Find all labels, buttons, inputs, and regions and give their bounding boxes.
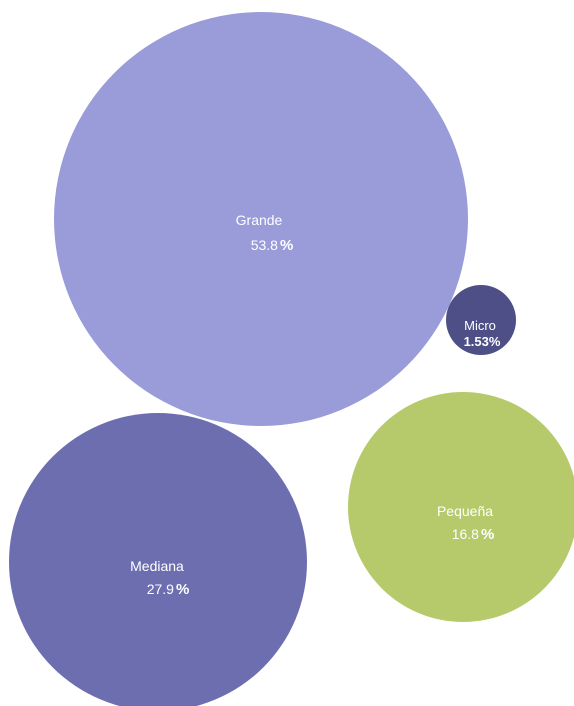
bubble-micro[interactable]: Micro 1.53% xyxy=(446,285,516,355)
bubble-label-mediana: Mediana xyxy=(130,558,184,574)
bubble-label-grande: Grande xyxy=(236,212,283,228)
bubble-value-pequena: 16.8% xyxy=(452,526,495,543)
bubble-label-pequena: Pequeña xyxy=(437,503,493,519)
bubble-value-mediana: 27.9% xyxy=(147,581,190,598)
bubble-label-micro: Micro xyxy=(464,318,496,333)
bubble-mediana[interactable]: Mediana 27.9% xyxy=(9,413,307,706)
bubble-value-micro: 1.53% xyxy=(464,334,501,349)
bubble-circle-pequena xyxy=(348,392,574,622)
bubble-circle-mediana xyxy=(9,413,307,706)
bubble-circle-grande xyxy=(54,12,468,426)
bubble-grande[interactable]: Grande 53.8% xyxy=(54,12,468,426)
bubble-circle-micro xyxy=(446,285,516,355)
bubble-value-grande: 53.8% xyxy=(251,237,294,254)
bubble-pequena[interactable]: Pequeña 16.8% xyxy=(348,392,574,622)
